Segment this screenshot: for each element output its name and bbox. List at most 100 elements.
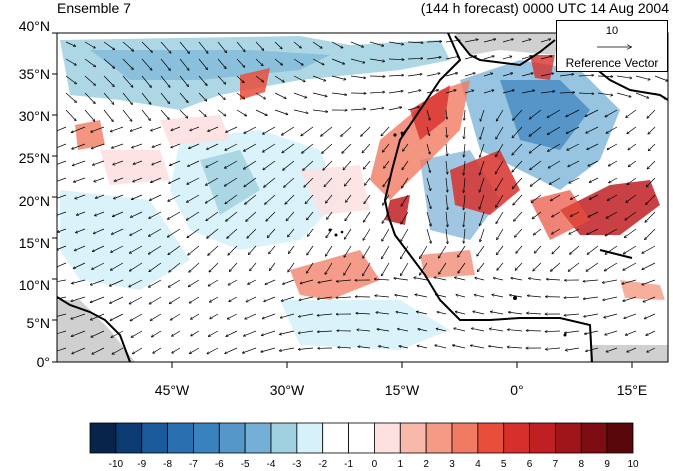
wind-vector-arrow xyxy=(302,143,314,153)
wind-vector-arrow xyxy=(624,313,637,318)
blue-region-west xyxy=(60,190,190,290)
wind-vector-arrow xyxy=(529,109,542,119)
wind-vector-arrow xyxy=(303,160,314,170)
wind-vector-arrow xyxy=(267,228,276,238)
wind-vector-arrow xyxy=(458,245,466,257)
red-region-east-small xyxy=(530,190,590,240)
wind-vector-arrow xyxy=(384,160,390,168)
wind-vector-arrow xyxy=(445,40,460,43)
wind-vector-arrow xyxy=(179,41,190,54)
wind-vector-arrow xyxy=(388,75,404,76)
wind-vector-arrow xyxy=(283,160,295,170)
axis-ticks xyxy=(52,32,633,368)
wind-vector-arrow xyxy=(426,211,431,226)
wind-vector-arrow xyxy=(92,160,105,165)
wind-vector-arrow xyxy=(566,109,580,117)
wind-vector-arrow xyxy=(167,211,181,219)
wind-vector-arrow xyxy=(361,126,371,136)
wind-vector-arrow xyxy=(71,126,86,133)
wind-vector-arrow xyxy=(623,296,637,301)
wind-vector-arrow xyxy=(255,58,263,66)
wind-vector-arrow xyxy=(224,177,238,186)
wind-vector-arrow xyxy=(602,279,618,283)
wind-vector-arrow xyxy=(149,296,162,304)
wind-vector-arrow xyxy=(623,245,637,254)
wind-vector-arrow xyxy=(205,194,219,203)
wind-vector-arrow xyxy=(512,143,523,155)
wind-vector-arrow xyxy=(274,41,282,49)
wind-vector-arrow xyxy=(445,177,448,192)
wind-vector-arrow xyxy=(208,330,219,336)
wind-vector-arrow xyxy=(597,76,613,77)
red-region-med xyxy=(530,55,555,80)
wind-vector-arrow xyxy=(648,126,656,134)
wind-vector-arrow xyxy=(569,228,580,234)
wind-vector-arrow xyxy=(419,262,428,275)
wind-vector-arrow xyxy=(189,262,200,272)
colorbar-swatch xyxy=(89,422,117,454)
lat-label-15n: 15°N xyxy=(18,235,50,251)
wind-vector-arrow xyxy=(526,331,542,332)
wind-vector-arrow xyxy=(625,211,637,220)
wind-vector-arrow xyxy=(452,345,466,349)
wind-vector-arrow xyxy=(282,126,295,135)
colorbar-label: -4 xyxy=(266,459,276,470)
pink-region-2 xyxy=(100,150,170,185)
wind-vector-arrow xyxy=(446,109,447,119)
wind-vector-arrow xyxy=(265,279,276,284)
colorbar-swatch xyxy=(348,422,375,454)
wind-vector-arrow xyxy=(274,75,284,82)
wind-vector-arrow xyxy=(628,143,637,150)
wind-vector-arrow xyxy=(516,245,523,253)
wind-vector-arrow xyxy=(587,143,599,150)
wind-vector-arrow xyxy=(608,160,618,166)
wind-vector-arrow xyxy=(548,160,561,168)
wind-vector-arrow xyxy=(605,109,618,117)
wind-vector-arrow xyxy=(122,92,132,105)
wind-vector-arrow xyxy=(112,347,124,354)
wind-vector-arrow xyxy=(217,92,225,100)
wind-vector-arrow xyxy=(480,211,485,226)
wind-vector-arrow xyxy=(548,143,561,151)
wind-vector-arrow xyxy=(103,41,115,50)
wind-vector-arrow xyxy=(269,245,276,254)
wind-vector-arrow xyxy=(365,177,371,185)
wind-vector-arrow xyxy=(113,160,124,165)
wind-vector-arrow xyxy=(455,312,466,315)
wind-vector-arrow xyxy=(74,245,86,251)
wind-vector-arrow xyxy=(261,330,276,335)
wind-vector-arrow xyxy=(470,345,485,349)
wind-vector-arrow xyxy=(84,75,96,85)
wind-vector-arrow xyxy=(198,58,208,70)
wind-vector-arrow xyxy=(57,126,67,132)
wind-vector-arrow xyxy=(264,177,276,187)
wind-vector-arrow xyxy=(336,297,352,298)
colorbar-swatch xyxy=(555,422,582,454)
wind-vector-arrow xyxy=(458,262,466,273)
wind-vector-arrow xyxy=(369,108,384,111)
wind-vector-arrow xyxy=(527,296,542,298)
wind-vector-arrow xyxy=(312,75,326,81)
wind-vector-arrow xyxy=(250,262,257,271)
wind-vector-arrow xyxy=(324,177,333,187)
wind-vector-arrow xyxy=(130,313,143,321)
wind-vector-arrow xyxy=(207,228,219,238)
wind-vector-arrow xyxy=(533,228,542,235)
wind-vector-arrow xyxy=(445,228,448,244)
wind-vector-arrow xyxy=(490,312,504,315)
wind-vector-arrow xyxy=(521,39,531,43)
red-region-sahel xyxy=(420,250,475,278)
wind-vector-arrow xyxy=(84,92,95,104)
wind-vector-arrow xyxy=(616,92,631,97)
wind-vector-arrow xyxy=(407,107,420,111)
wind-vector-arrow xyxy=(84,41,95,48)
wind-vector-arrow xyxy=(426,57,441,60)
wind-vector-arrow xyxy=(565,330,580,333)
wind-vector-arrow xyxy=(540,56,552,60)
wind-vector-arrow xyxy=(236,92,245,99)
wind-vector-arrow xyxy=(225,143,238,150)
wind-vector-arrow xyxy=(388,41,404,44)
wind-vector-arrow xyxy=(57,279,67,282)
wind-vector-arrow xyxy=(400,245,409,259)
wind-vector-arrow xyxy=(483,39,496,43)
